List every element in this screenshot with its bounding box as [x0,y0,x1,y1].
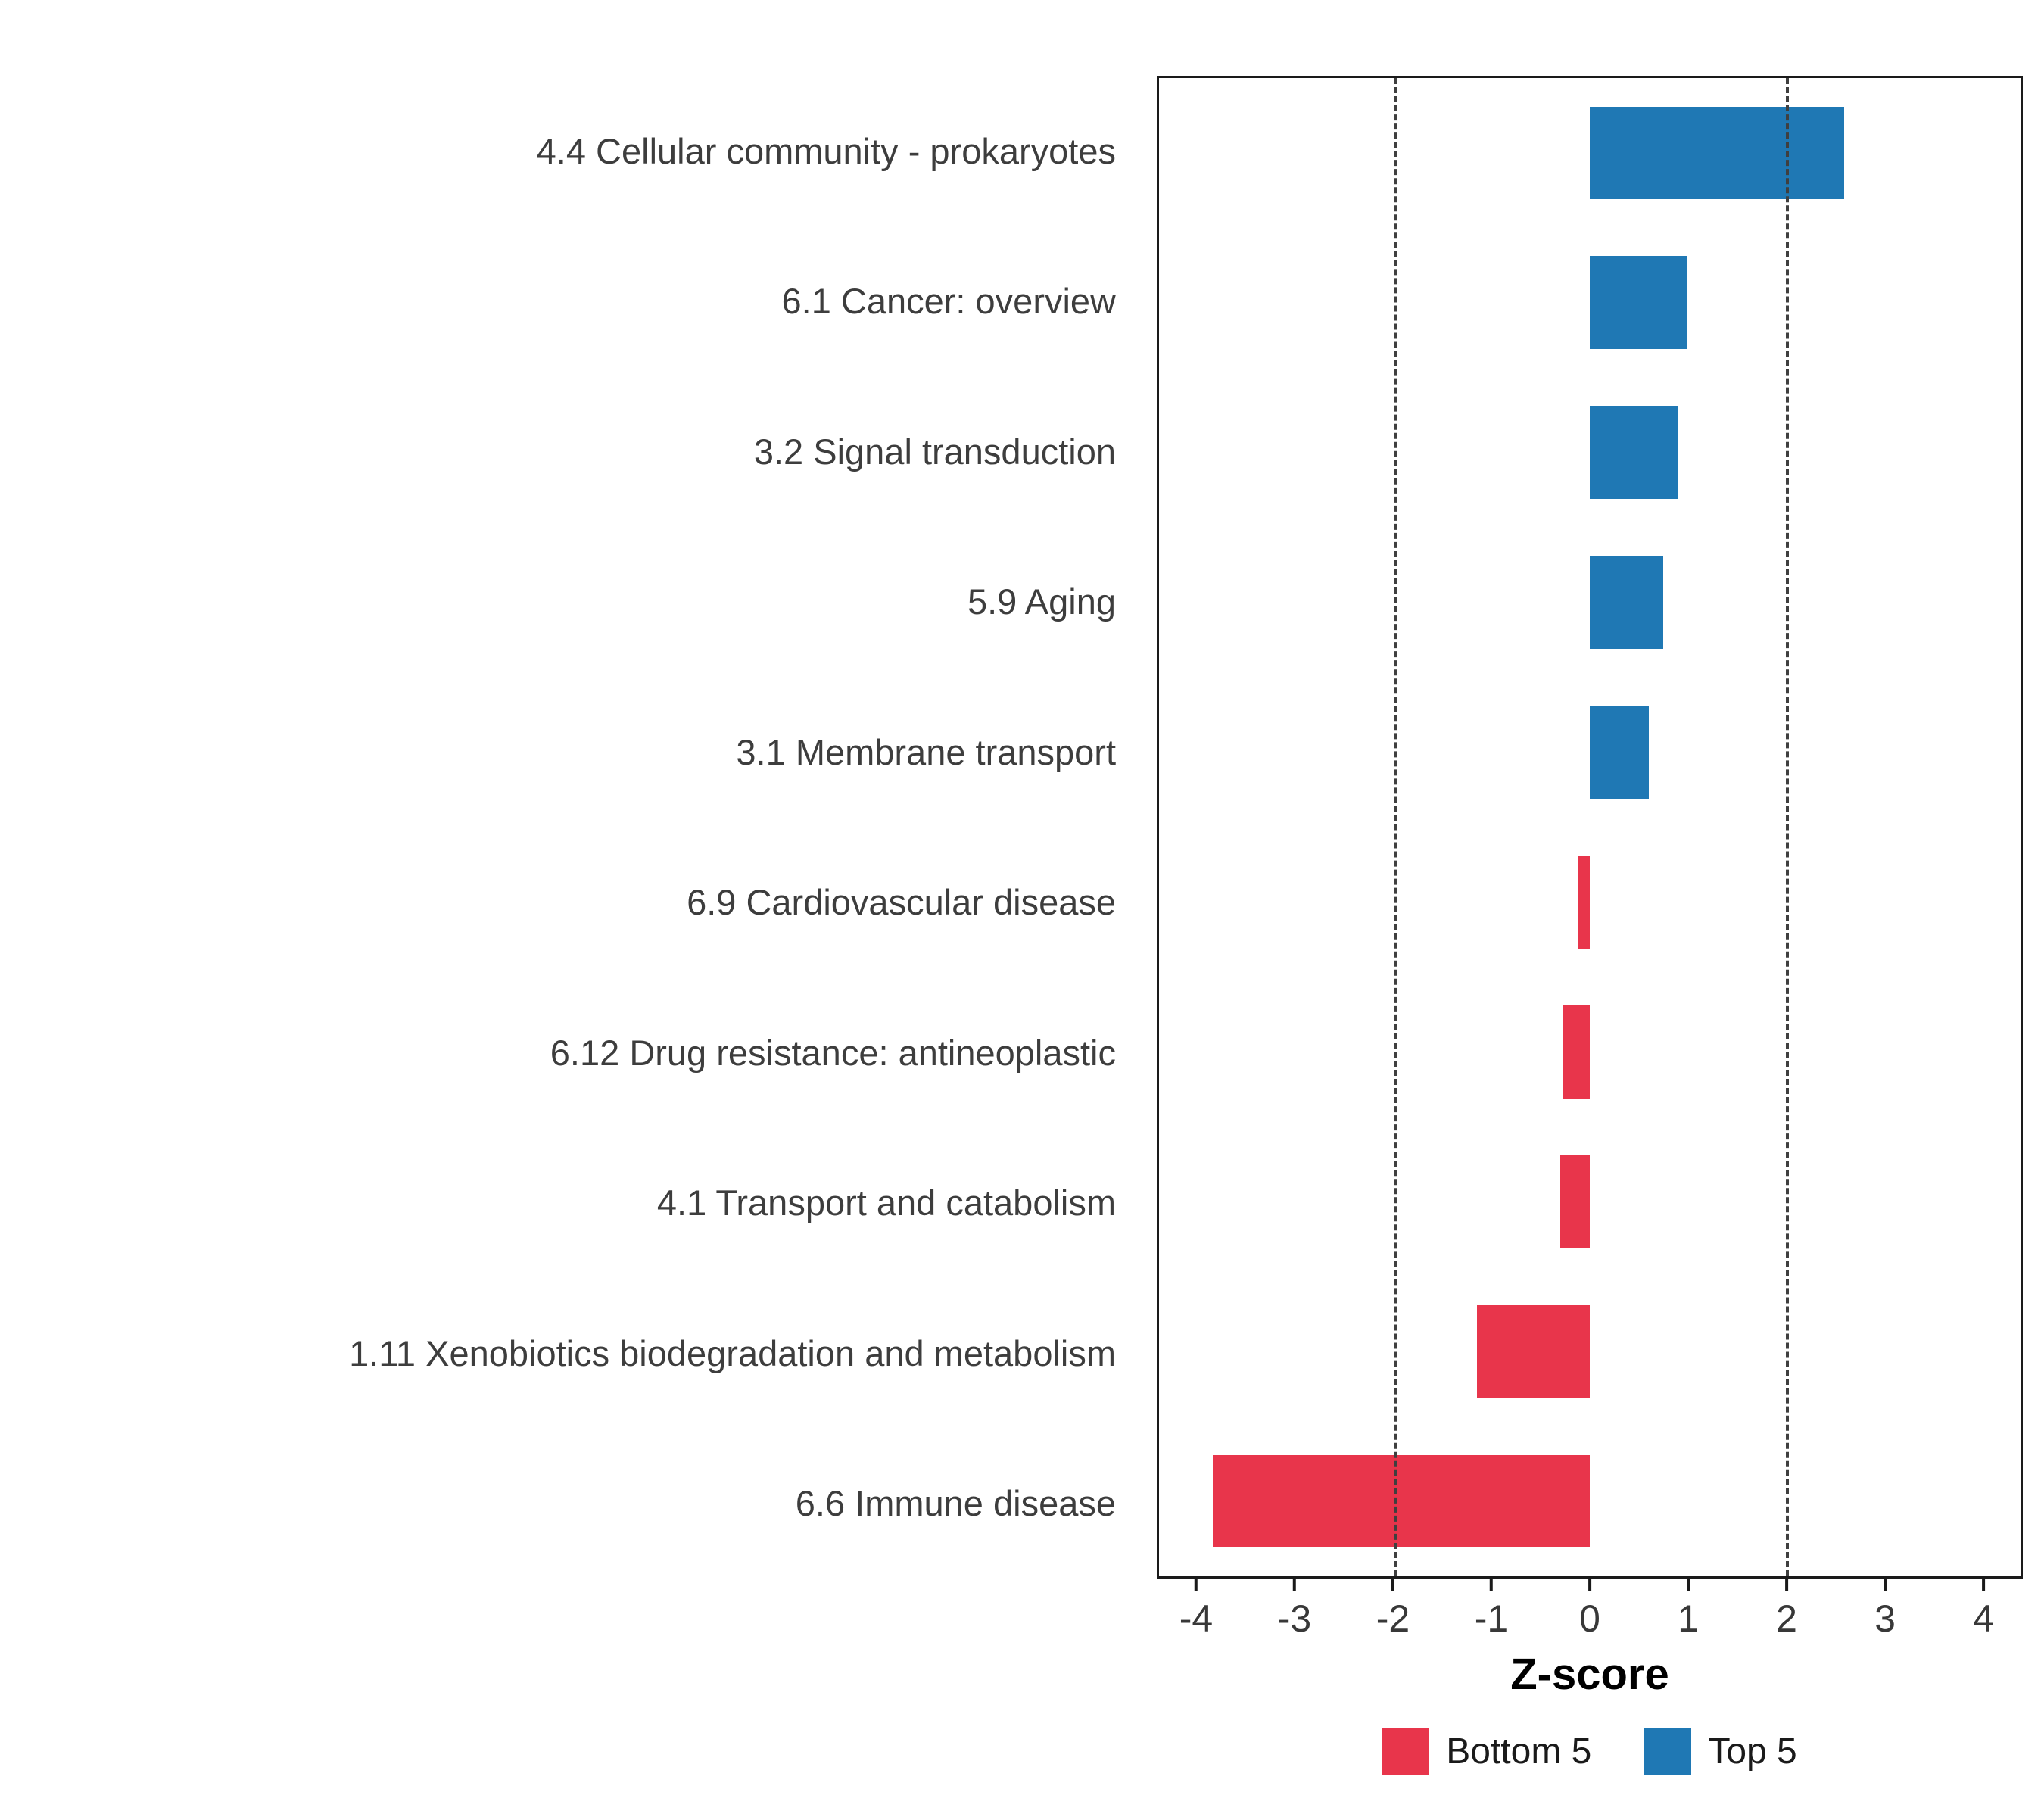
category-label-row: 6.12 Drug resistance: antineoplastic [0,977,1136,1128]
category-label: 6.9 Cardiovascular disease [687,882,1116,923]
bar [1590,256,1688,350]
bar-row [1159,78,2021,228]
x-tick: 0 [1579,1579,1600,1641]
reference-vline [1785,78,1789,1576]
x-tick-mark [1982,1579,1985,1591]
category-label-row: 6.6 Immune disease [0,1429,1136,1579]
category-label: 6.12 Drug resistance: antineoplastic [550,1032,1116,1073]
category-label-row: 3.2 Signal transduction [0,376,1136,527]
x-tick-label: 1 [1678,1597,1699,1640]
x-tick-label: 2 [1776,1597,1797,1640]
category-label-row: 4.4 Cellular community - prokaryotes [0,76,1136,226]
category-label-row: 4.1 Transport and catabolism [0,1128,1136,1279]
bar [1213,1454,1590,1548]
x-tick: 3 [1874,1579,1896,1641]
x-tick-label: -1 [1474,1597,1509,1640]
category-label: 5.9 Aging [967,581,1116,622]
x-tick: 1 [1678,1579,1699,1641]
bar [1590,556,1663,649]
x-tick: 4 [1973,1579,1994,1641]
bar-row [1159,378,2021,528]
category-label-row: 3.1 Membrane transport [0,677,1136,827]
x-tick-label: 4 [1973,1597,1994,1640]
category-label: 3.1 Membrane transport [736,731,1116,772]
x-tick: -3 [1278,1579,1311,1641]
bar [1477,1304,1590,1398]
bar [1590,106,1845,200]
bar [1560,1155,1590,1248]
legend-swatch [1644,1728,1692,1775]
category-label: 4.1 Transport and catabolism [656,1183,1116,1223]
bar-row [1159,827,2021,977]
x-tick-mark [1884,1579,1887,1591]
x-tick: -4 [1179,1579,1213,1641]
legend-label: Top 5 [1708,1731,1797,1772]
bar [1562,1005,1590,1099]
legend: Bottom 5 Top 5 [1157,1728,2023,1775]
bar-row [1159,977,2021,1127]
legend-item: Bottom 5 [1382,1728,1591,1775]
x-tick: -2 [1376,1579,1410,1641]
category-label: 3.2 Signal transduction [753,431,1116,472]
x-axis-title: Z-score [1510,1650,1669,1699]
bar [1590,406,1678,500]
x-tick-label: -3 [1277,1597,1312,1640]
bar-row [1159,1127,2021,1276]
category-label: 1.11 Xenobiotics biodegradation and meta… [349,1332,1116,1373]
x-tick-mark [1490,1579,1493,1591]
legend-label: Bottom 5 [1446,1731,1592,1772]
legend-swatch [1382,1728,1430,1775]
bar [1578,856,1590,949]
x-axis-ticks: -4 -3 -2 -1 0 1 2 3 4 [1157,1579,2023,1647]
category-label-row: 6.9 Cardiovascular disease [0,827,1136,978]
bar-row [1159,528,2021,678]
category-label: 6.6 Immune disease [795,1483,1116,1524]
x-tick-mark [1391,1579,1394,1591]
x-tick-label: 3 [1874,1597,1896,1640]
bar-row [1159,678,2021,827]
x-tick: 2 [1776,1579,1797,1641]
x-tick-mark [1687,1579,1690,1591]
x-tick-mark [1785,1579,1788,1591]
x-tick-mark [1588,1579,1591,1591]
bar-row [1159,228,2021,378]
bar-row [1159,1276,2021,1426]
x-tick-label: -4 [1179,1597,1214,1640]
legend-item: Top 5 [1644,1728,1797,1775]
plot-panel [1157,76,2023,1579]
reference-vline [1394,78,1397,1576]
category-label-row: 6.1 Cancer: overview [0,226,1136,377]
category-labels: 4.4 Cellular community - prokaryotes 6.1 … [0,76,1136,1579]
x-tick-label: -2 [1376,1597,1410,1640]
x-tick-label: 0 [1579,1597,1600,1640]
category-label-row: 5.9 Aging [0,527,1136,678]
bar [1590,706,1649,799]
category-label-row: 1.11 Xenobiotics biodegradation and meta… [0,1278,1136,1429]
x-tick: -1 [1475,1579,1508,1641]
bar-row [1159,1426,2021,1576]
category-label: 6.1 Cancer: overview [781,281,1116,322]
x-tick-mark [1293,1579,1296,1591]
category-label: 4.4 Cellular community - prokaryotes [536,130,1116,171]
x-tick-mark [1195,1579,1198,1591]
